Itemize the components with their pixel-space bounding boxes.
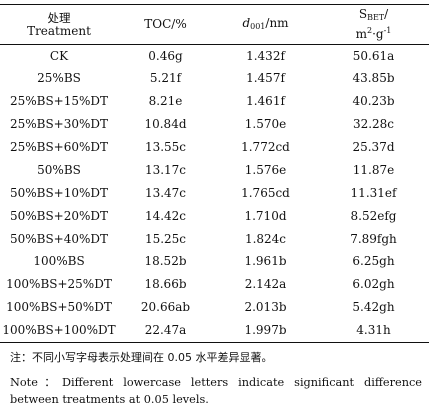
cell-sbet: 11.87e [352, 162, 395, 177]
table-row: 50%BS+40%DT 15.25c 1.824c 7.89fgh [0, 228, 429, 251]
table-row: 100%BS+25%DT 18.66b 2.142a 6.02gh [0, 273, 429, 296]
cell-treatment: 100%BS+100%DT [0, 319, 118, 343]
cell-d001: 1.432f [246, 48, 285, 63]
footnote-chinese: 注：不同小写字母表示处理间在 0.05 水平差异显著。 [10, 351, 273, 364]
cell-d001: 1.997b [213, 319, 318, 343]
cell-sbet: 7.89fgh [350, 231, 397, 246]
table-row: 100%BS 18.52b 1.961b 6.25gh [0, 251, 429, 274]
table-row: 25%BS 5.21f 1.457f 43.85b [0, 67, 429, 90]
cell-treatment: 100%BS [33, 254, 85, 269]
header-treatment-zh: 处理 [47, 10, 71, 25]
sbet-suffix: / [384, 7, 389, 21]
cell-toc: 8.21e [148, 94, 183, 109]
table-row: 100%BS+100%DT 22.47a 1.997b 4.31h [0, 319, 429, 343]
d001-unit: /nm [265, 15, 289, 30]
cell-sbet: 32.28c [352, 117, 395, 132]
cell-toc: 15.25c [144, 231, 187, 246]
cell-toc: 13.47c [144, 185, 187, 200]
table-row: 25%BS+30%DT 10.84d 1.570e 32.28c [0, 113, 429, 136]
cell-toc: 13.17c [144, 162, 187, 177]
header-treatment: 处理 Treatment [0, 4, 118, 45]
cell-treatment: 25%BS+60%DT [9, 140, 109, 154]
cell-sbet: 50.61a [352, 48, 395, 63]
header-toc: TOC/% [118, 4, 213, 45]
cell-treatment: 50%BS+20%DT [9, 208, 109, 223]
cell-sbet: 11.31ef [350, 185, 397, 200]
cell-treatment: 25%BS+15%DT [9, 94, 109, 109]
cell-toc: 18.66b [144, 277, 187, 292]
cell-sbet: 6.02gh [352, 277, 395, 292]
table-row: 25%BS+60%DT 13.55c 1.772cd 25.37d [0, 136, 429, 159]
cell-sbet: 43.85b [352, 71, 395, 86]
cell-toc: 20.66ab [140, 300, 191, 315]
cell-treatment: 25%BS+30%DT [9, 117, 109, 132]
cell-sbet: 40.23b [352, 94, 395, 109]
table-row: 50%BS+10%DT 13.47c 1.765cd 11.31ef [0, 182, 429, 205]
table-row: 25%BS+15%DT 8.21e 1.461f 40.23b [0, 90, 429, 113]
cell-sbet: 25.37d [352, 140, 395, 154]
cell-treatment: CK [49, 48, 69, 63]
sbet-subscript: BET [367, 13, 385, 22]
cell-d001: 1.461f [246, 94, 285, 109]
cell-d001: 1.576e [244, 162, 287, 177]
cell-toc: 5.21f [149, 71, 182, 86]
table-row: 100%BS+50%DT 20.66ab 2.013b 5.42gh [0, 296, 429, 319]
cell-toc: 0.46g [148, 48, 183, 63]
table-header-row: 处理 Treatment TOC/% d001/nm SBET/ m2·g-1 [0, 4, 429, 45]
cell-d001: 2.142a [244, 277, 287, 292]
cell-toc: 22.47a [118, 319, 213, 343]
cell-toc: 13.55c [144, 140, 187, 154]
results-table: 处理 Treatment TOC/% d001/nm SBET/ m2·g-1 … [0, 4, 429, 343]
d001-symbol: d [242, 15, 251, 30]
sbet-unit-sup2: -1 [383, 26, 392, 35]
footnote-english: Note：Different lowercase letters indicat… [10, 376, 422, 406]
cell-d001: 1.570e [244, 117, 287, 132]
cell-toc: 10.84d [144, 117, 187, 132]
cell-treatment: 50%BS+40%DT [9, 231, 109, 246]
cell-toc: 18.52b [144, 254, 187, 269]
cell-treatment: 50%BS [37, 162, 81, 177]
cell-sbet: 6.25gh [352, 254, 395, 269]
cell-treatment: 100%BS+50%DT [6, 300, 112, 315]
cell-d001: 1.824c [244, 231, 287, 246]
cell-d001: 1.765cd [241, 185, 290, 200]
table-row: 50%BS 13.17c 1.576e 11.87e [0, 159, 429, 182]
sbet-unit-mid: ·g [372, 27, 384, 41]
table-row: CK 0.46g 1.432f 50.61a [0, 45, 429, 68]
cell-sbet: 8.52efg [350, 208, 397, 223]
d001-subscript: 001 [250, 21, 266, 31]
table-row: 50%BS+20%DT 14.42c 1.710d 8.52efg [0, 205, 429, 228]
cell-treatment: 50%BS+10%DT [9, 185, 109, 200]
cell-d001: 2.013b [244, 300, 287, 315]
header-d001: d001/nm [213, 4, 318, 45]
header-sbet: SBET/ m2·g-1 [318, 4, 429, 45]
cell-toc: 14.42c [144, 208, 187, 223]
cell-d001: 1.710d [244, 208, 287, 223]
sbet-unit-main: m [355, 27, 367, 41]
cell-d001: 1.961b [244, 254, 287, 269]
cell-d001: 1.457f [246, 71, 285, 86]
cell-sbet: 4.31h [318, 319, 429, 343]
table-body: CK 0.46g 1.432f 50.61a 25%BS 5.21f 1.457f 43.8… [0, 45, 429, 343]
cell-treatment: 25%BS [37, 71, 81, 86]
sbet-unit-sup1: 2 [367, 26, 373, 35]
cell-d001: 1.772cd [241, 140, 290, 154]
cell-sbet: 5.42gh [352, 300, 395, 315]
sbet-symbol: S [358, 7, 368, 21]
cell-treatment: 100%BS+25%DT [6, 277, 112, 292]
header-treatment-en: Treatment [27, 23, 91, 38]
